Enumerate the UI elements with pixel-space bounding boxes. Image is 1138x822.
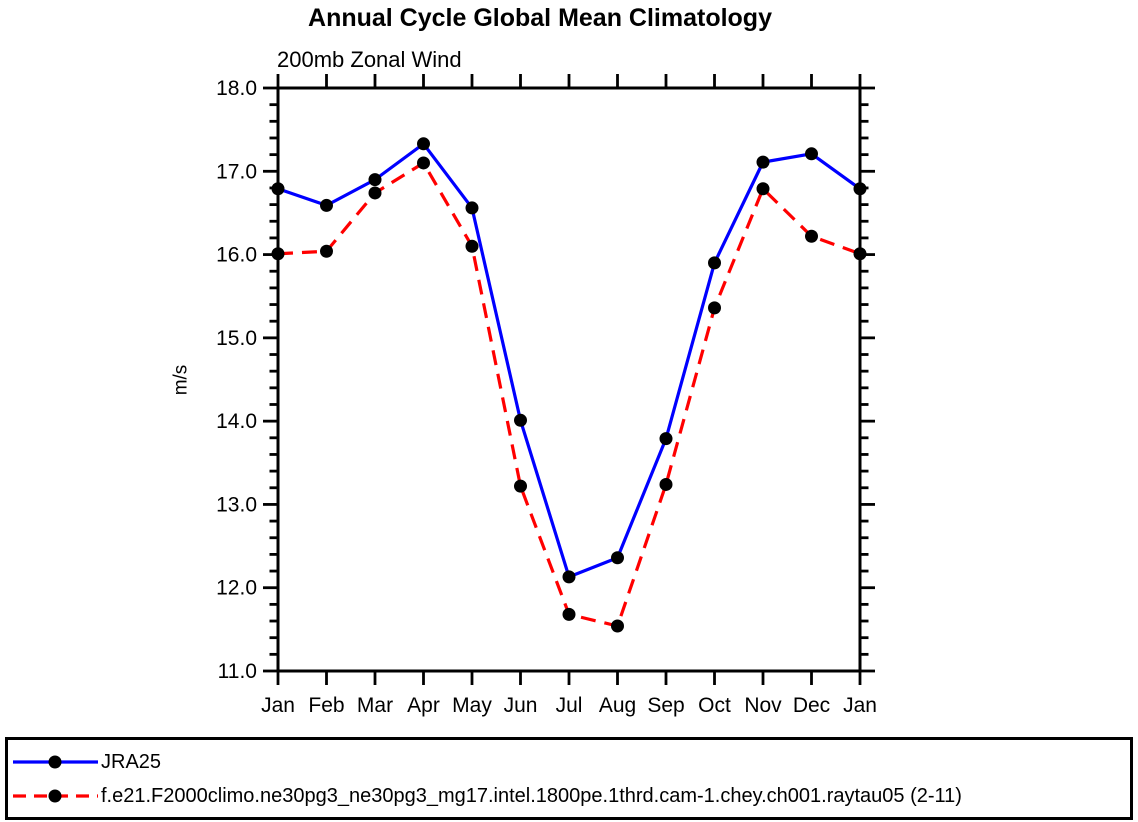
legend-marker-dot — [48, 789, 62, 803]
data-point-marker — [465, 201, 479, 215]
x-tick-label: Jun — [504, 694, 538, 717]
y-tick-label: 14.0 — [216, 410, 257, 433]
data-point-marker — [271, 247, 285, 261]
legend-marker-dot — [48, 755, 62, 769]
data-point-marker — [708, 256, 721, 270]
x-tick-label: Oct — [698, 694, 731, 717]
data-point-marker — [611, 551, 624, 565]
data-point-marker — [514, 413, 527, 427]
y-tick-label: 12.0 — [216, 577, 257, 600]
data-point-marker — [659, 477, 673, 491]
x-tick-label: Feb — [308, 694, 344, 717]
x-axis-ticks — [276, 74, 862, 685]
data-point-marker — [320, 244, 333, 258]
series-markers-jra25 — [271, 137, 867, 584]
data-point-marker — [465, 239, 479, 253]
data-point-marker — [368, 173, 382, 187]
x-tick-label: Jan — [843, 694, 877, 717]
x-tick-label: Mar — [357, 694, 393, 717]
y-axis-tick-labels: 11.0 12.0 13.0 14.0 15.0 16.0 17.0 18.0 — [216, 77, 257, 683]
x-tick-label: Nov — [744, 694, 782, 717]
data-point-marker — [562, 570, 576, 584]
data-point-marker — [756, 155, 770, 169]
series-markers-model — [271, 156, 867, 633]
legend-item-model: f.e21.F2000climo.ne30pg3_ne30pg3_mg17.in… — [8, 779, 1130, 813]
data-point-marker — [805, 229, 818, 243]
series-line-model — [277, 160, 861, 628]
plot-frame — [276, 86, 862, 673]
data-point-marker — [368, 186, 382, 200]
x-tick-label: Dec — [793, 694, 830, 717]
x-tick-label: May — [452, 694, 492, 717]
x-tick-label: Apr — [407, 694, 440, 717]
data-point-marker — [611, 619, 624, 633]
data-point-marker — [320, 198, 333, 212]
chart-title: Annual Cycle Global Mean Climatology — [308, 4, 772, 32]
y-axis-ticks — [263, 86, 875, 673]
legend-label-jra25: JRA25 — [101, 751, 162, 773]
y-tick-label: 18.0 — [216, 77, 257, 100]
x-axis-tick-labels: Jan Feb Mar Apr May Jun Jul Aug Sep Oct Nov Dec Jan — [261, 694, 877, 717]
x-tick-label: Aug — [599, 694, 636, 717]
x-tick-label: Jul — [556, 694, 583, 717]
y-tick-label: 16.0 — [216, 244, 257, 267]
y-tick-label: 17.0 — [216, 160, 257, 183]
data-point-marker — [853, 247, 867, 261]
data-point-marker — [514, 479, 527, 493]
data-point-marker — [708, 301, 721, 315]
data-point-marker — [853, 182, 867, 196]
x-tick-label: Jan — [261, 694, 295, 717]
legend-label-model: f.e21.F2000climo.ne30pg3_ne30pg3_mg17.in… — [101, 785, 962, 807]
data-point-marker — [562, 607, 576, 621]
y-tick-label: 13.0 — [216, 493, 257, 516]
data-point-marker — [805, 147, 818, 161]
data-point-marker — [756, 182, 770, 196]
x-tick-label: Sep — [647, 694, 684, 717]
legend-box: JRA25 f.e21.F2000climo.ne30pg3_ne30pg3_m… — [5, 737, 1133, 820]
y-tick-label: 15.0 — [216, 327, 257, 350]
data-point-marker — [271, 182, 285, 196]
data-point-marker — [417, 156, 430, 170]
data-point-marker — [659, 432, 673, 446]
data-point-marker — [417, 137, 430, 151]
y-tick-label: 11.0 — [218, 660, 257, 683]
series-line-jra25 — [277, 141, 861, 580]
legend-line-sample-dashed — [13, 789, 98, 803]
legend-item-jra25: JRA25 — [8, 745, 1130, 779]
chart-subtitle: 200mb Zonal Wind — [277, 47, 462, 72]
legend-line-sample-solid — [13, 755, 98, 769]
